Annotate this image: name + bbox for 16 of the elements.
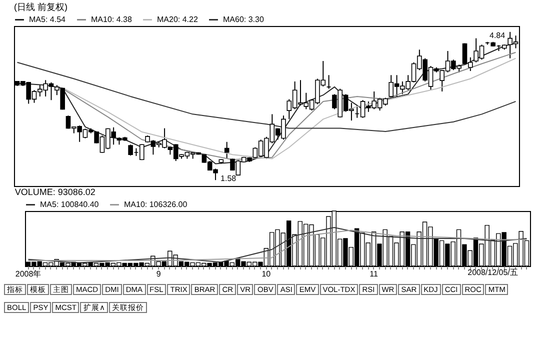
chart-title: VOLUME: 93086.02 (14, 187, 96, 197)
annotation: 1.58 (220, 174, 237, 184)
legend-label: MA20: 4.22 (157, 14, 198, 24)
candlestick (224, 141, 230, 160)
x-tick-label: 10 (262, 270, 272, 278)
legend-label: MA5: 100840.40 (40, 200, 100, 209)
legend-label: MA10: 106326.00 (124, 200, 188, 209)
legend-label: MA10: 4.38 (91, 14, 132, 24)
legend-label: MA60: 3.30 (223, 14, 264, 24)
annotation: 4.84 (490, 30, 506, 40)
text: 2008/12/05/五 (468, 268, 518, 277)
legend-label: MA5: 4.54 (29, 14, 66, 24)
x-tick-label: 11 (370, 270, 378, 278)
x-tick-label: 9 (156, 270, 162, 278)
chart-title: (日线 前复权) (14, 2, 68, 12)
x-tick-label: 2008年 (15, 270, 42, 278)
